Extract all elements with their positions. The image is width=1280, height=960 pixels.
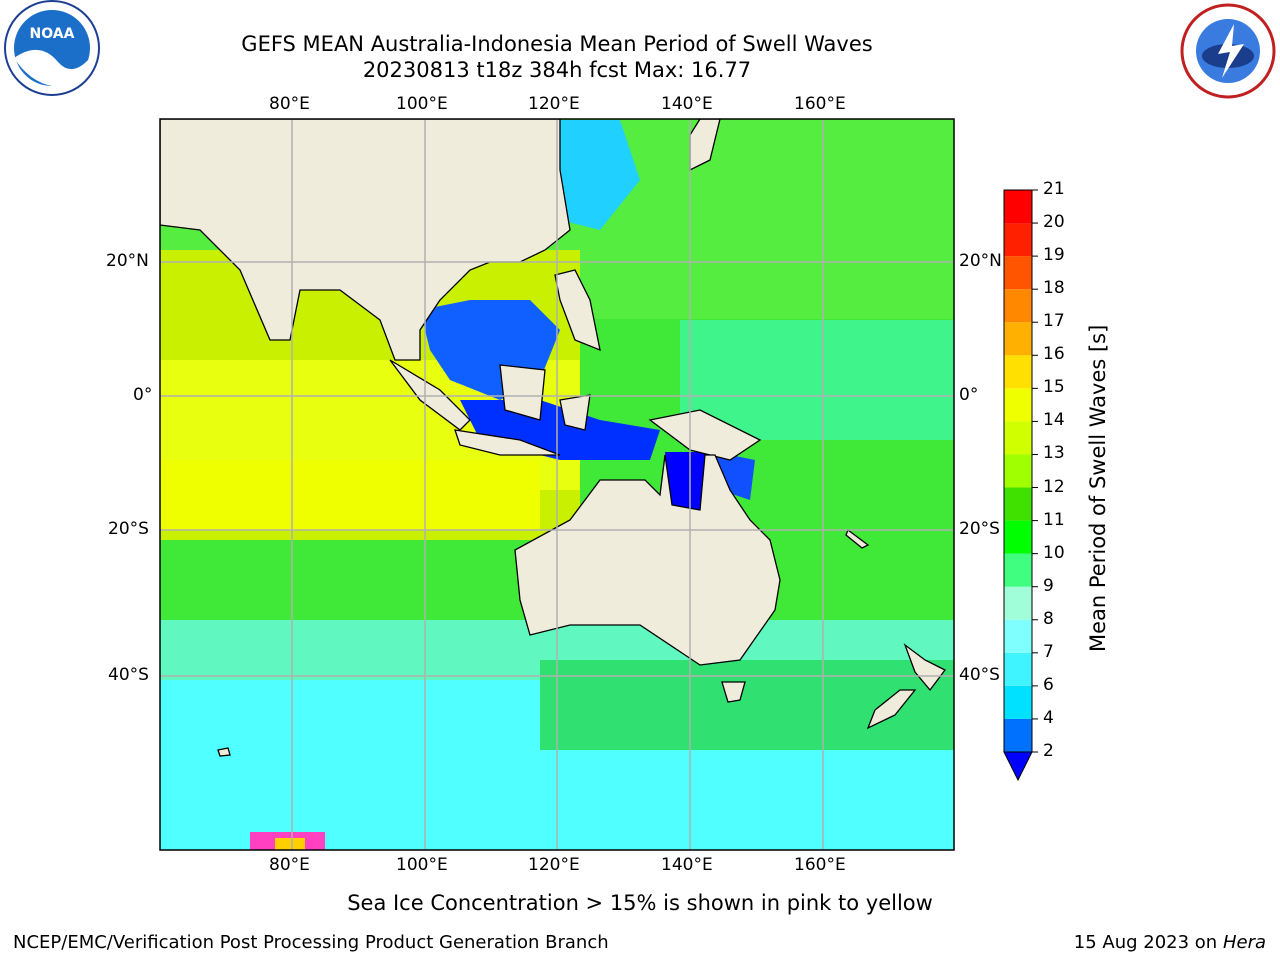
colorbar-tick-label: 21 [1043, 179, 1065, 199]
footer-date: 15 Aug 2023 on [1073, 932, 1218, 953]
colorbar-bin [1004, 355, 1032, 389]
colorbar-bin [1004, 322, 1032, 356]
colorbar-bin [1004, 256, 1032, 290]
gulf-of-carpentaria [665, 452, 705, 510]
colorbar-tick-label: 20 [1043, 212, 1065, 233]
left-lat-tick: 40°S [108, 665, 149, 685]
colorbar-tick-label: 8 [1043, 608, 1054, 629]
colorbar-bin [1004, 223, 1032, 257]
indian-ocean-peak [160, 460, 540, 530]
colorbar-bin [1004, 190, 1032, 224]
philippines [554, 269, 601, 352]
colorbar-tick-label: 6 [1043, 674, 1054, 695]
australia [514, 454, 781, 666]
asia-mainland [160, 119, 571, 361]
top-lon-tick: 160°E [794, 94, 846, 114]
colorbar-tick-label: 10 [1043, 542, 1065, 563]
colorbar-tick-label: 2 [1043, 741, 1054, 761]
colorbar-tick-label: 9 [1043, 575, 1054, 596]
colorbar-tick-label: 16 [1043, 344, 1065, 365]
colorbar-bin [1004, 421, 1032, 455]
new-caledonia [845, 528, 870, 549]
sea-ice-caption: Sea Ice Concentration > 15% is shown in … [347, 891, 933, 915]
colorbar-tick-label: 18 [1043, 278, 1065, 299]
footer-left: NCEP/EMC/Verification Post Processing Pr… [13, 932, 609, 953]
colorbar-tick-label: 19 [1043, 245, 1065, 266]
colorbar-frame [1003, 189, 1033, 753]
left-lat-tick: 0° [133, 385, 153, 405]
top-lon-tick: 140°E [661, 94, 713, 114]
colorbar-tick-label: 13 [1043, 443, 1065, 464]
new-zealand-north [903, 643, 946, 692]
west-pacific-band [680, 320, 954, 440]
top-lon-tick: 80°E [269, 94, 310, 114]
colorbar [1003, 189, 1038, 782]
colorbar-tick-label: 12 [1043, 476, 1065, 497]
top-lon-tick: 100°E [396, 94, 448, 114]
colorbar-label: Mean Period of Swell Waves [s] [1086, 324, 1110, 652]
footer-right: 15 Aug 2023 on Hera [1074, 932, 1266, 953]
colorbar-tick-label: 7 [1043, 641, 1054, 662]
tasmania [721, 681, 746, 703]
colorbar-bin [1004, 718, 1032, 752]
java [454, 429, 561, 456]
sulawesi [559, 394, 591, 431]
chart-title: GEFS MEAN Australia-Indonesia Mean Perio… [241, 32, 873, 56]
colorbar-extension [1003, 751, 1033, 782]
noaa-logo: NOAA [4, 0, 100, 96]
borneo [499, 364, 546, 421]
bottom-lon-tick: 100°E [396, 855, 448, 875]
new-guinea [648, 409, 762, 461]
colorbar-bin [1004, 388, 1032, 422]
right-lat-tick: 0° [959, 385, 979, 405]
map-plot-area [160, 119, 954, 850]
sea-ice-patch-core [275, 838, 305, 850]
colorbar-tick-label: 14 [1043, 410, 1065, 431]
new-zealand-south [866, 689, 917, 730]
colorbar-tick-label: 11 [1043, 509, 1065, 530]
colorbar-bin [1004, 652, 1032, 686]
colorbar-bin [1004, 454, 1032, 488]
left-lat-tick: 20°S [108, 519, 149, 539]
footer-host: Hera [1222, 932, 1266, 953]
right-lat-tick: 20°S [959, 519, 1000, 539]
top-lon-tick: 120°E [528, 94, 580, 114]
colorbar-bin [1004, 619, 1032, 653]
bottom-lon-tick: 140°E [661, 855, 713, 875]
bottom-lon-tick: 160°E [794, 855, 846, 875]
chart-subtitle: 20230813 t18z 384h fcst Max: 16.77 [362, 58, 752, 82]
map-frame [159, 118, 955, 851]
bottom-lon-tick: 120°E [528, 855, 580, 875]
kerguelen [217, 747, 231, 757]
nws-logo [1180, 3, 1276, 99]
bottom-lon-tick: 80°E [269, 855, 310, 875]
colorbar-tick-label: 4 [1043, 707, 1054, 728]
graticule [160, 119, 954, 850]
sumatra [389, 359, 471, 431]
land-masses [160, 119, 946, 757]
colorbar-tick-label: 17 [1043, 311, 1065, 332]
noaa-logo-text: NOAA [30, 26, 75, 42]
colorbar-bin [1004, 487, 1032, 521]
colorbar-bin [1004, 289, 1032, 323]
colorbar-bin [1004, 586, 1032, 620]
colorbar-bin [1004, 553, 1032, 587]
colorbar-bin [1004, 685, 1032, 719]
left-lat-tick: 20°N [106, 251, 149, 271]
colorbar-tick-label: 15 [1043, 377, 1065, 398]
right-lat-tick: 20°N [959, 251, 1002, 271]
right-lat-tick: 40°S [959, 665, 1000, 685]
colorbar-bin [1004, 520, 1032, 554]
